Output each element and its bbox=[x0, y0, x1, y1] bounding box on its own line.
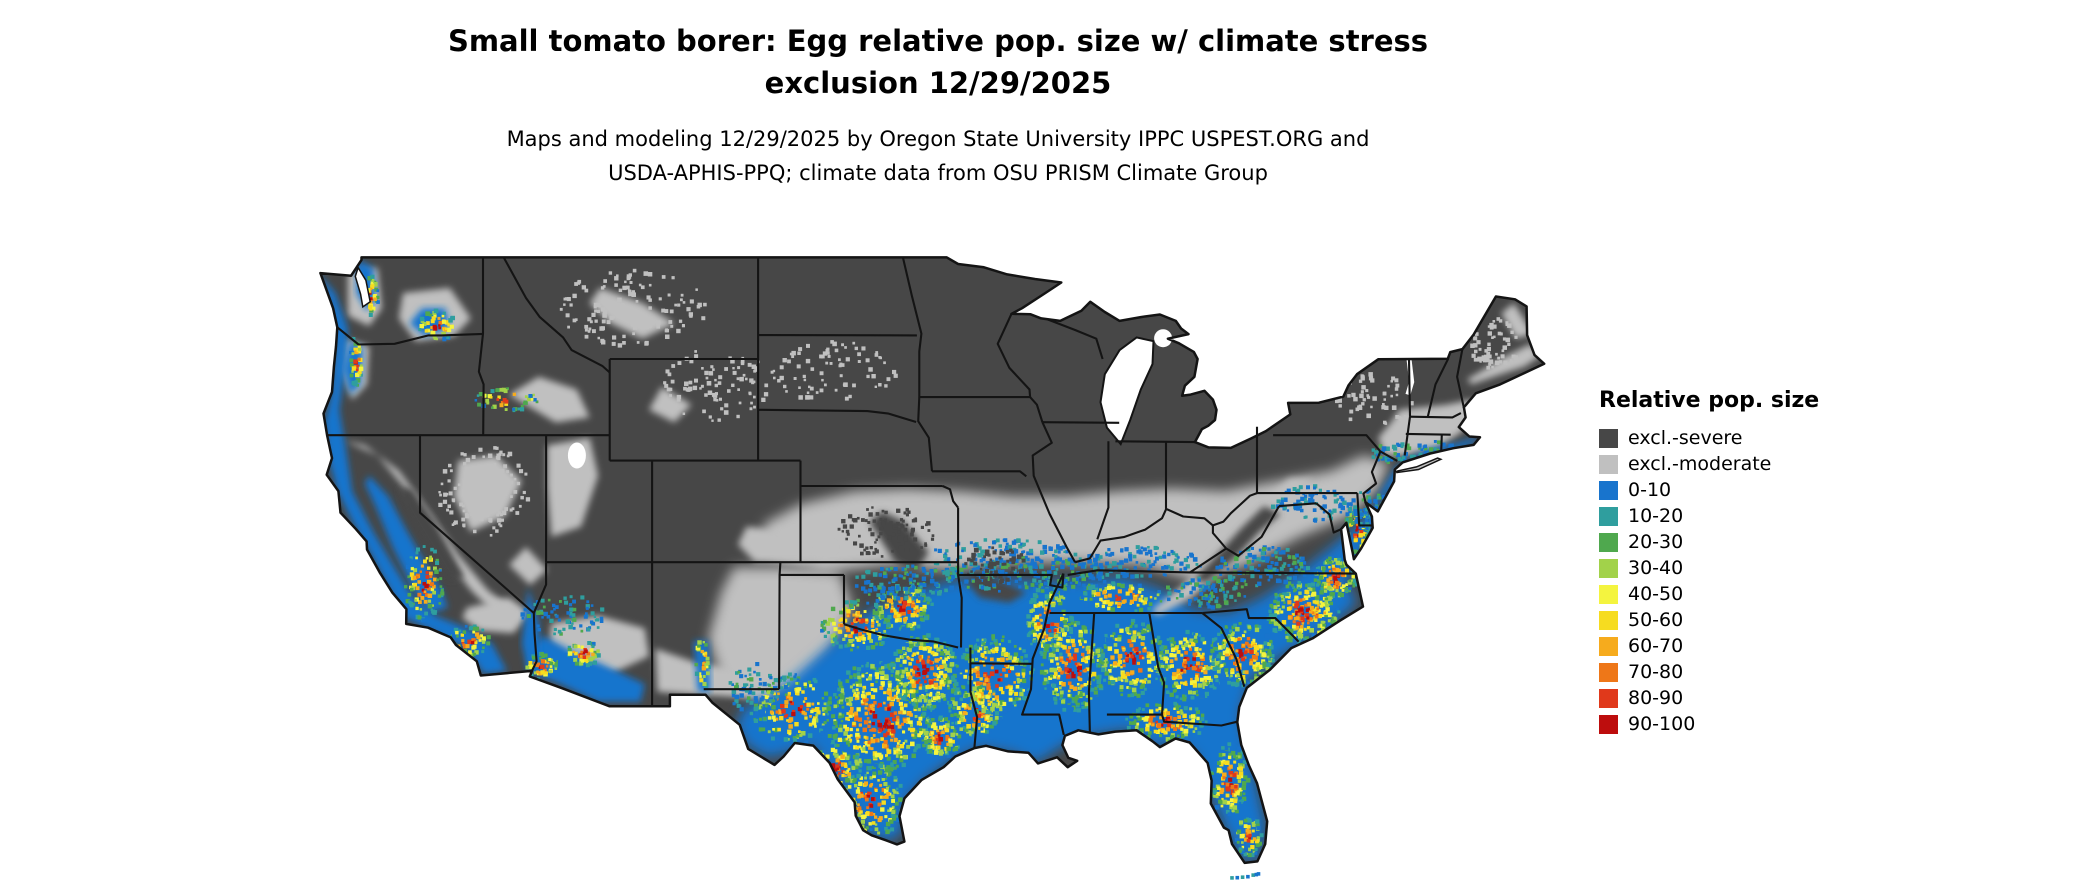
legend-swatch bbox=[1599, 688, 1618, 708]
legend-swatch bbox=[1599, 714, 1618, 734]
legend-item: 30-40 bbox=[1599, 555, 1819, 581]
legend-item: 20-30 bbox=[1599, 529, 1819, 555]
legend-swatch bbox=[1599, 662, 1618, 682]
legend-label: 60-70 bbox=[1628, 634, 1684, 657]
legend-label: excl.-severe bbox=[1628, 426, 1743, 449]
legend-label: 0-10 bbox=[1628, 478, 1672, 501]
legend-item: 60-70 bbox=[1599, 633, 1819, 659]
legend-label: 10-20 bbox=[1628, 504, 1684, 527]
legend-label: 50-60 bbox=[1628, 608, 1684, 631]
legend-label: 30-40 bbox=[1628, 556, 1684, 579]
legend-swatch bbox=[1599, 428, 1618, 448]
page-subtitle-line2: USDA-APHIS-PPQ; climate data from OSU PR… bbox=[608, 161, 1268, 185]
legend-swatch bbox=[1599, 558, 1618, 578]
us-map bbox=[314, 232, 1555, 892]
legend-label: 80-90 bbox=[1628, 686, 1684, 709]
legend-label: 70-80 bbox=[1628, 660, 1684, 683]
legend-label: 40-50 bbox=[1628, 582, 1684, 605]
page-subtitle-line1: Maps and modeling 12/29/2025 by Oregon S… bbox=[506, 127, 1370, 151]
legend-swatch bbox=[1599, 532, 1618, 552]
legend-item: 0-10 bbox=[1599, 477, 1819, 503]
legend-label: 20-30 bbox=[1628, 530, 1684, 553]
legend-item: 90-100 bbox=[1599, 711, 1819, 737]
legend-item: excl.-severe bbox=[1599, 425, 1819, 451]
legend-item: 10-20 bbox=[1599, 503, 1819, 529]
legend-swatch bbox=[1599, 636, 1618, 656]
page-title-line1: Small tomato borer: Egg relative pop. si… bbox=[447, 24, 1429, 58]
legend-items: excl.-severe excl.-moderate 0-10 10-20 20-30… bbox=[1599, 425, 1819, 737]
legend-label: excl.-moderate bbox=[1628, 452, 1772, 475]
legend: Relative pop. size excl.-severe excl.-mod… bbox=[1599, 388, 1819, 737]
legend-swatch bbox=[1599, 480, 1618, 500]
legend-title: Relative pop. size bbox=[1599, 388, 1820, 413]
legend-label: 90-100 bbox=[1628, 712, 1696, 735]
legend-item: 70-80 bbox=[1599, 659, 1819, 685]
legend-item: 40-50 bbox=[1599, 581, 1819, 607]
page-title-line2: exclusion 12/29/2025 bbox=[764, 66, 1112, 100]
legend-item: excl.-moderate bbox=[1599, 451, 1819, 477]
legend-item: 80-90 bbox=[1599, 685, 1819, 711]
page-subtitle: Maps and modeling 12/29/2025 by Oregon S… bbox=[313, 122, 1563, 190]
legend-swatch bbox=[1599, 584, 1618, 604]
legend-item: 50-60 bbox=[1599, 607, 1819, 633]
page-title: Small tomato borer: Egg relative pop. si… bbox=[313, 20, 1563, 104]
legend-swatch bbox=[1599, 454, 1618, 474]
legend-swatch bbox=[1599, 506, 1618, 526]
legend-swatch bbox=[1599, 610, 1618, 630]
us-map-svg bbox=[319, 256, 1546, 880]
